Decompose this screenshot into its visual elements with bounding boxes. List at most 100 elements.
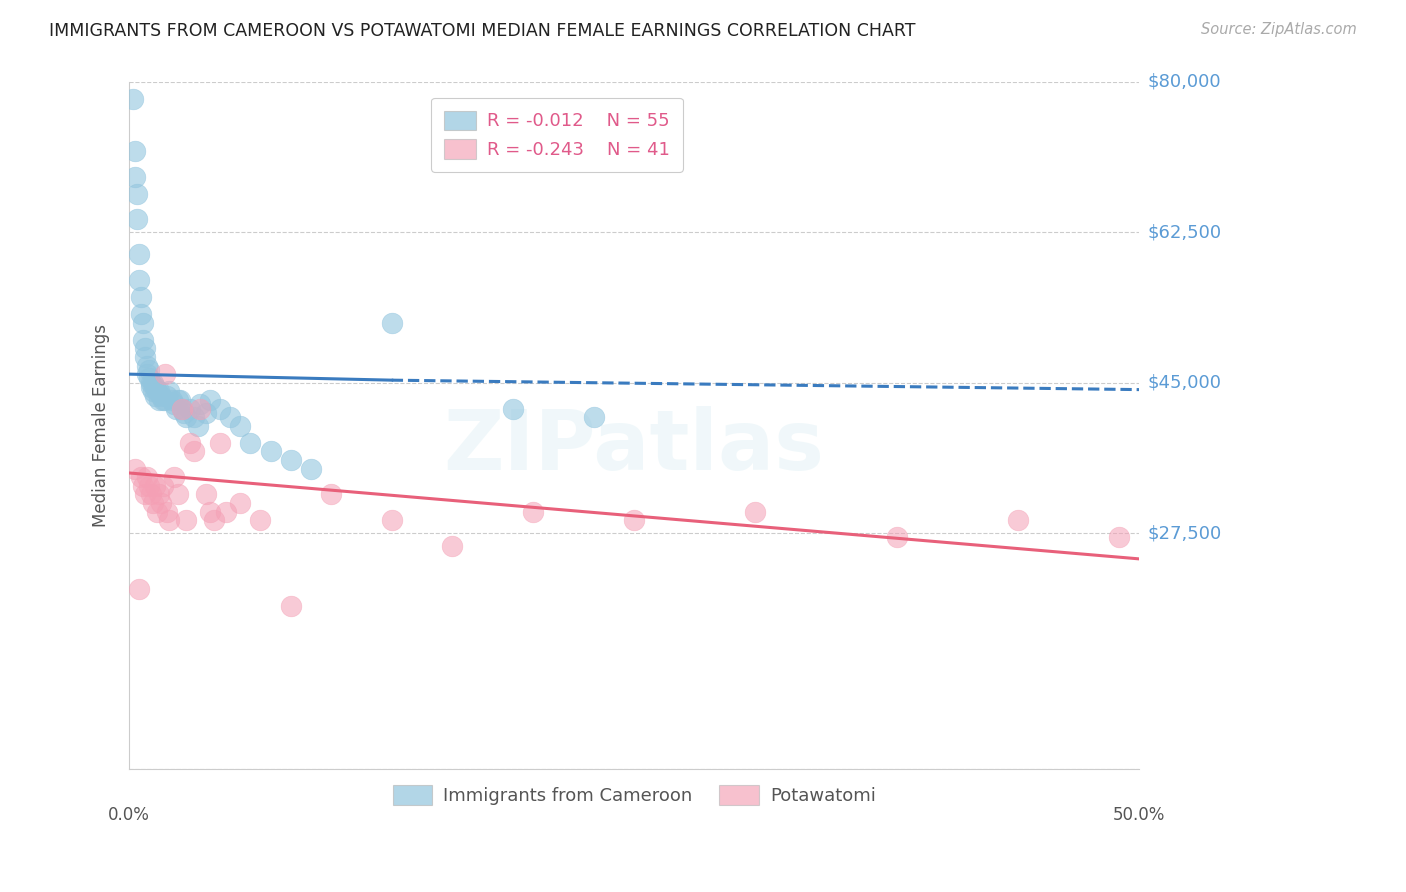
- Point: [160, 392, 183, 407]
- Point: [124, 461, 146, 475]
- Point: [136, 359, 159, 373]
- Text: IMMIGRANTS FROM CAMEROON VS POTAWATOMI MEDIAN FEMALE EARNINGS CORRELATION CHART: IMMIGRANTS FROM CAMEROON VS POTAWATOMI M…: [49, 22, 915, 40]
- Point: [188, 401, 211, 416]
- Point: [128, 272, 150, 286]
- Point: [143, 479, 166, 493]
- Text: 50.0%: 50.0%: [1114, 805, 1166, 823]
- Point: [187, 418, 209, 433]
- Point: [744, 505, 766, 519]
- Point: [188, 397, 211, 411]
- Point: [136, 367, 159, 381]
- Point: [136, 470, 159, 484]
- Point: [162, 470, 184, 484]
- Point: [152, 479, 174, 493]
- Point: [381, 316, 404, 330]
- Point: [229, 496, 252, 510]
- Point: [159, 513, 181, 527]
- Point: [141, 487, 163, 501]
- Point: [198, 392, 221, 407]
- Point: [134, 342, 156, 356]
- Point: [194, 406, 217, 420]
- Point: [150, 496, 173, 510]
- Point: [169, 392, 191, 407]
- Point: [208, 436, 231, 450]
- Point: [174, 410, 197, 425]
- Point: [124, 144, 146, 158]
- Point: [143, 389, 166, 403]
- Text: ZIPatlas: ZIPatlas: [444, 406, 825, 487]
- Point: [129, 290, 152, 304]
- Point: [299, 461, 322, 475]
- Point: [183, 410, 205, 425]
- Point: [129, 470, 152, 484]
- Point: [183, 444, 205, 458]
- Point: [128, 582, 150, 596]
- Point: [148, 392, 170, 407]
- Point: [1108, 530, 1130, 544]
- Point: [208, 401, 231, 416]
- Point: [179, 436, 201, 450]
- Point: [127, 212, 149, 227]
- Point: [1007, 513, 1029, 527]
- Point: [138, 371, 160, 385]
- Point: [142, 376, 165, 390]
- Point: [146, 505, 169, 519]
- Point: [522, 505, 544, 519]
- Text: 0.0%: 0.0%: [108, 805, 150, 823]
- Point: [239, 436, 262, 450]
- Point: [166, 392, 188, 407]
- Point: [381, 513, 404, 527]
- Point: [142, 384, 165, 399]
- Point: [141, 376, 163, 390]
- Point: [124, 169, 146, 184]
- Point: [502, 401, 524, 416]
- Point: [202, 513, 225, 527]
- Point: [138, 363, 160, 377]
- Text: $27,500: $27,500: [1147, 524, 1222, 542]
- Text: $80,000: $80,000: [1147, 73, 1220, 91]
- Text: Source: ZipAtlas.com: Source: ZipAtlas.com: [1201, 22, 1357, 37]
- Point: [129, 307, 152, 321]
- Point: [165, 401, 187, 416]
- Point: [148, 487, 170, 501]
- Point: [249, 513, 271, 527]
- Point: [132, 316, 155, 330]
- Text: $62,500: $62,500: [1147, 223, 1222, 242]
- Y-axis label: Median Female Earnings: Median Female Earnings: [93, 324, 110, 527]
- Point: [215, 505, 238, 519]
- Point: [198, 505, 221, 519]
- Point: [132, 333, 155, 347]
- Point: [886, 530, 908, 544]
- Point: [141, 380, 163, 394]
- Point: [159, 384, 181, 399]
- Point: [156, 389, 179, 403]
- Point: [122, 92, 145, 106]
- Point: [170, 401, 193, 416]
- Point: [259, 444, 281, 458]
- Point: [142, 496, 165, 510]
- Point: [219, 410, 242, 425]
- Point: [194, 487, 217, 501]
- Point: [148, 384, 170, 399]
- Point: [280, 453, 302, 467]
- Point: [170, 401, 193, 416]
- Point: [321, 487, 343, 501]
- Point: [134, 487, 156, 501]
- Point: [162, 397, 184, 411]
- Point: [582, 410, 605, 425]
- Point: [155, 392, 177, 407]
- Point: [146, 384, 169, 399]
- Point: [150, 389, 173, 403]
- Point: [179, 401, 201, 416]
- Point: [173, 406, 195, 420]
- Point: [156, 505, 179, 519]
- Point: [174, 513, 197, 527]
- Point: [143, 380, 166, 394]
- Legend: Immigrants from Cameroon, Potawatomi: Immigrants from Cameroon, Potawatomi: [385, 778, 883, 812]
- Point: [166, 487, 188, 501]
- Point: [280, 599, 302, 614]
- Point: [134, 350, 156, 364]
- Point: [229, 418, 252, 433]
- Point: [128, 247, 150, 261]
- Point: [155, 367, 177, 381]
